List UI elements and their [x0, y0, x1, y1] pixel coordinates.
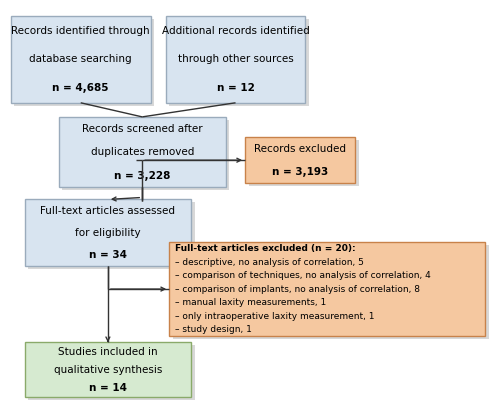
Text: through other sources: through other sources — [178, 55, 294, 65]
Text: n = 3,228: n = 3,228 — [114, 171, 170, 180]
Text: – descriptive, no analysis of correlation, 5: – descriptive, no analysis of correlatio… — [175, 258, 364, 266]
Text: Records identified through: Records identified through — [12, 25, 150, 36]
Text: Additional records identified: Additional records identified — [162, 25, 310, 36]
Text: duplicates removed: duplicates removed — [90, 147, 194, 157]
FancyBboxPatch shape — [248, 140, 359, 186]
Text: qualitative synthesis: qualitative synthesis — [54, 365, 162, 375]
Text: n = 34: n = 34 — [89, 250, 127, 260]
FancyBboxPatch shape — [24, 342, 191, 397]
FancyBboxPatch shape — [59, 117, 226, 187]
FancyBboxPatch shape — [14, 19, 154, 106]
Text: Records screened after: Records screened after — [82, 124, 202, 134]
Text: Full-text articles assessed: Full-text articles assessed — [40, 206, 175, 215]
Text: for eligibility: for eligibility — [75, 228, 140, 238]
Text: Studies included in: Studies included in — [58, 346, 158, 356]
Text: database searching: database searching — [30, 55, 132, 65]
Text: n = 12: n = 12 — [216, 83, 254, 93]
Text: – only intraoperative laxity measurement, 1: – only intraoperative laxity measurement… — [175, 312, 374, 321]
FancyBboxPatch shape — [172, 245, 488, 339]
FancyBboxPatch shape — [166, 16, 306, 103]
FancyBboxPatch shape — [169, 19, 309, 106]
Text: – comparison of techniques, no analysis of correlation, 4: – comparison of techniques, no analysis … — [175, 271, 431, 280]
FancyBboxPatch shape — [28, 345, 194, 399]
FancyBboxPatch shape — [62, 120, 229, 190]
FancyBboxPatch shape — [28, 202, 194, 269]
Text: n = 3,193: n = 3,193 — [272, 167, 328, 177]
FancyBboxPatch shape — [169, 242, 485, 336]
Text: – study design, 1: – study design, 1 — [175, 325, 252, 334]
FancyBboxPatch shape — [245, 137, 356, 183]
FancyBboxPatch shape — [24, 199, 191, 266]
Text: n = 14: n = 14 — [89, 383, 127, 393]
FancyBboxPatch shape — [11, 16, 150, 103]
Text: – manual laxity measurements, 1: – manual laxity measurements, 1 — [175, 298, 326, 307]
Text: n = 4,685: n = 4,685 — [52, 83, 109, 93]
Text: Full-text articles excluded (n = 20):: Full-text articles excluded (n = 20): — [175, 244, 356, 253]
Text: Records excluded: Records excluded — [254, 143, 346, 154]
Text: – comparison of implants, no analysis of correlation, 8: – comparison of implants, no analysis of… — [175, 284, 420, 293]
